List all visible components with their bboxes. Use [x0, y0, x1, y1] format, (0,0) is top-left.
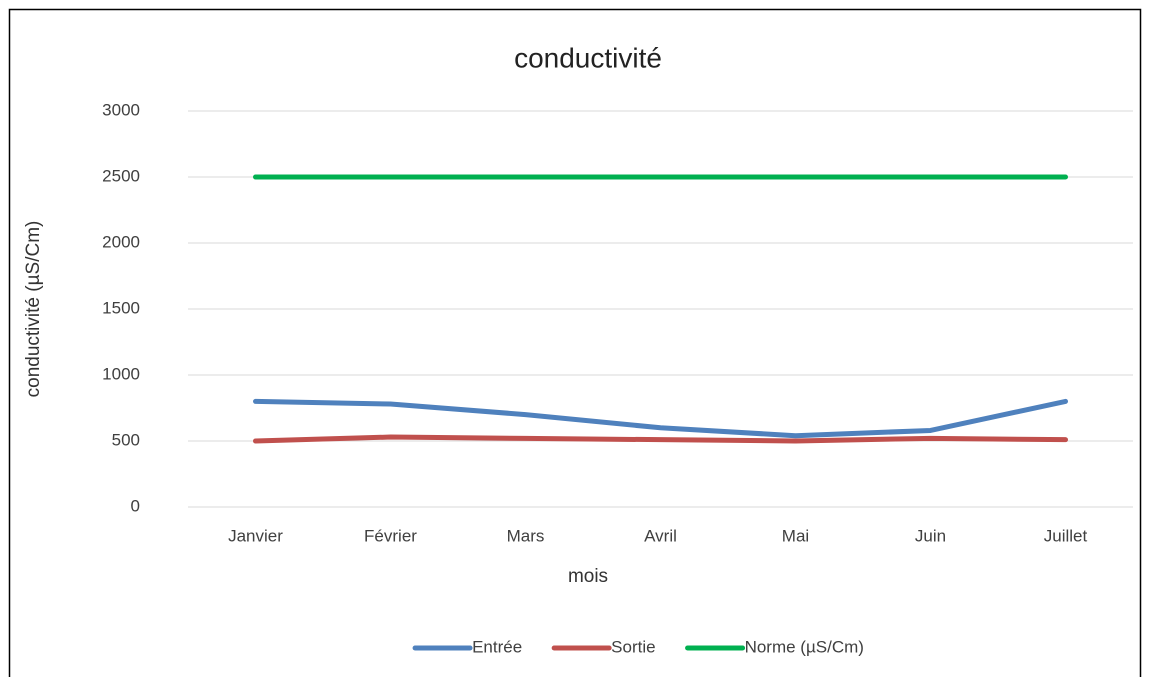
data-line — [253, 434, 1068, 444]
x-tick-label: Juillet — [1044, 526, 1088, 545]
chart-frame — [8, 8, 1142, 677]
x-tick-label: Avril — [644, 526, 677, 545]
x-tick-label: Juin — [915, 526, 946, 545]
legend-label: Entrée — [472, 637, 522, 656]
data-line — [253, 398, 1068, 439]
y-tick-label: 1500 — [102, 298, 140, 317]
x-tick-label: Mai — [782, 526, 809, 545]
y-axis-title: conductivité (µS/Cm) — [23, 221, 44, 398]
x-tick-label: Février — [364, 526, 417, 545]
y-tick-label: 2000 — [102, 232, 140, 251]
chart-title: conductivité — [514, 42, 662, 73]
x-tick-label: Mars — [507, 526, 545, 545]
y-tick-label: 1000 — [102, 364, 140, 383]
y-tick-label: 3000 — [102, 100, 140, 119]
y-tick-label: 500 — [112, 430, 140, 449]
x-tick-label: Janvier — [228, 526, 283, 545]
y-tick-label: 2500 — [102, 166, 140, 185]
legend-label: Sortie — [611, 637, 655, 656]
y-tick-label: 0 — [131, 496, 140, 515]
x-axis-title: mois — [568, 566, 608, 587]
legend-label: Norme (µS/Cm) — [745, 637, 864, 656]
